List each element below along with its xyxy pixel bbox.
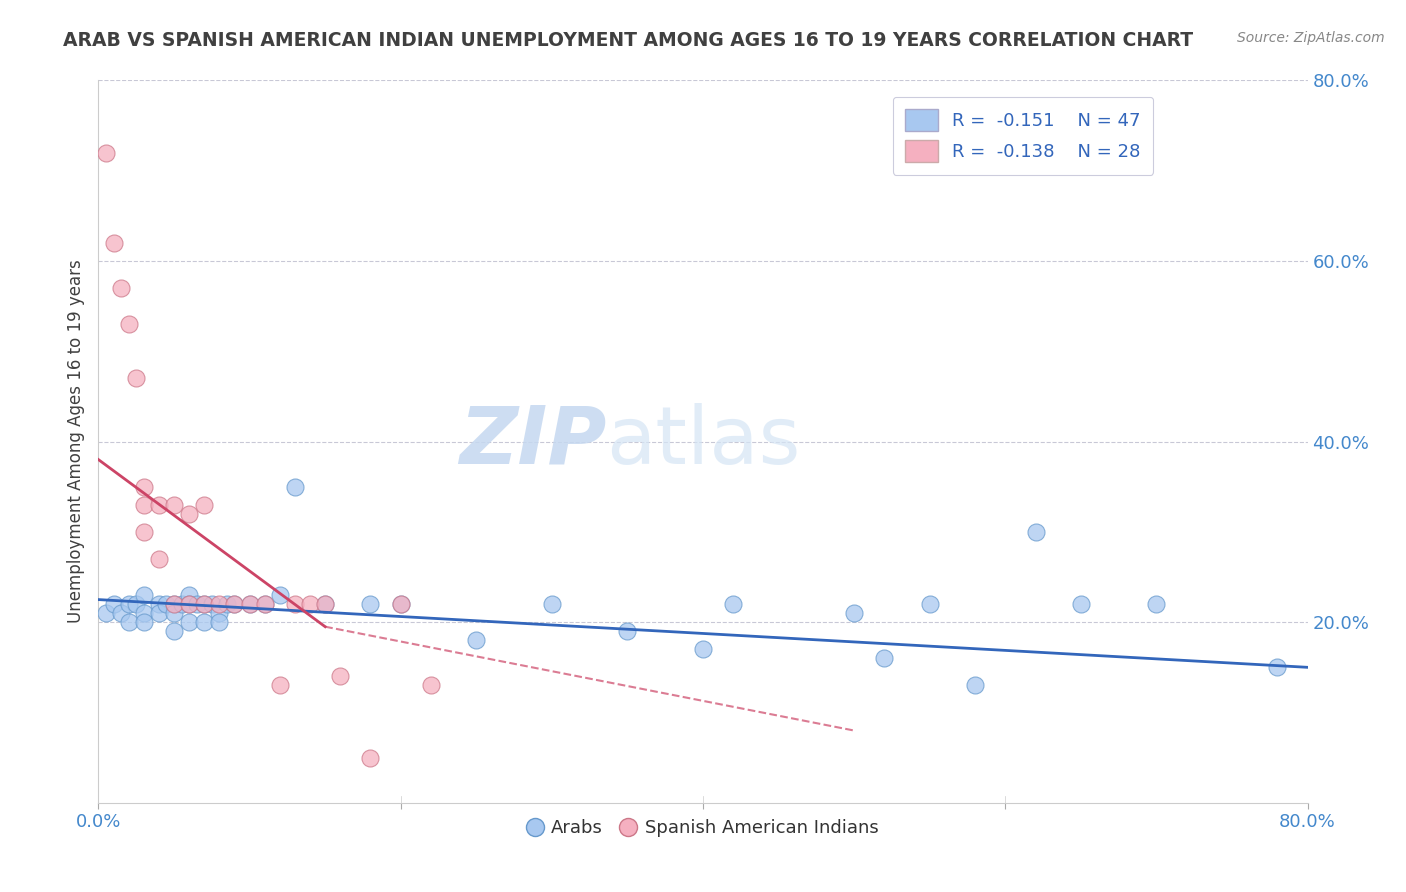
Point xyxy=(118,317,141,331)
Point xyxy=(125,597,148,611)
Point xyxy=(186,597,208,611)
Point xyxy=(94,606,117,620)
Point xyxy=(193,498,215,512)
Point xyxy=(118,597,141,611)
Point xyxy=(179,597,201,611)
Point xyxy=(269,588,291,602)
Point xyxy=(1070,597,1092,611)
Point xyxy=(193,597,215,611)
Point xyxy=(208,615,231,630)
Point xyxy=(179,615,201,630)
Point xyxy=(239,597,262,611)
Point xyxy=(253,597,276,611)
Text: Source: ZipAtlas.com: Source: ZipAtlas.com xyxy=(1237,31,1385,45)
Point xyxy=(269,678,291,692)
Point xyxy=(224,597,246,611)
Point xyxy=(208,597,231,611)
Point xyxy=(179,597,201,611)
Point xyxy=(132,480,155,494)
Point xyxy=(179,507,201,521)
Point xyxy=(148,597,170,611)
Point xyxy=(215,597,238,611)
Point xyxy=(132,615,155,630)
Point xyxy=(253,597,276,611)
Point xyxy=(465,633,488,648)
Point xyxy=(103,597,125,611)
Point xyxy=(284,597,307,611)
Point xyxy=(118,615,141,630)
Point xyxy=(389,597,412,611)
Point xyxy=(873,651,896,665)
Point xyxy=(1267,660,1289,674)
Point xyxy=(1024,524,1046,539)
Point xyxy=(360,597,382,611)
Point xyxy=(179,588,201,602)
Point xyxy=(239,597,262,611)
Point xyxy=(616,624,638,639)
Point xyxy=(284,480,307,494)
Point xyxy=(844,606,866,620)
Point xyxy=(389,597,412,611)
Point xyxy=(125,371,148,385)
Point xyxy=(163,606,186,620)
Point xyxy=(163,597,186,611)
Text: atlas: atlas xyxy=(606,402,800,481)
Point xyxy=(148,606,170,620)
Point xyxy=(723,597,745,611)
Y-axis label: Unemployment Among Ages 16 to 19 years: Unemployment Among Ages 16 to 19 years xyxy=(66,260,84,624)
Point xyxy=(163,624,186,639)
Point xyxy=(918,597,941,611)
Point xyxy=(170,597,193,611)
Point xyxy=(148,498,170,512)
Point xyxy=(193,615,215,630)
Point xyxy=(163,498,186,512)
Legend: Arabs, Spanish American Indians: Arabs, Spanish American Indians xyxy=(520,812,886,845)
Point xyxy=(193,597,215,611)
Point xyxy=(1144,597,1167,611)
Point xyxy=(132,524,155,539)
Point xyxy=(314,597,336,611)
Point xyxy=(360,750,382,764)
Point xyxy=(420,678,443,692)
Point xyxy=(103,235,125,250)
Point xyxy=(148,552,170,566)
Point xyxy=(201,597,224,611)
Point xyxy=(155,597,177,611)
Point xyxy=(208,606,231,620)
Point xyxy=(540,597,562,611)
Point xyxy=(965,678,987,692)
Point xyxy=(692,642,714,657)
Text: ZIP: ZIP xyxy=(458,402,606,481)
Point xyxy=(224,597,246,611)
Point xyxy=(94,145,117,160)
Point xyxy=(314,597,336,611)
Text: ARAB VS SPANISH AMERICAN INDIAN UNEMPLOYMENT AMONG AGES 16 TO 19 YEARS CORRELATI: ARAB VS SPANISH AMERICAN INDIAN UNEMPLOY… xyxy=(63,31,1194,50)
Point xyxy=(132,498,155,512)
Point xyxy=(329,669,352,683)
Point xyxy=(163,597,186,611)
Point xyxy=(110,281,132,295)
Point xyxy=(299,597,322,611)
Point xyxy=(110,606,132,620)
Point xyxy=(132,606,155,620)
Point xyxy=(132,588,155,602)
